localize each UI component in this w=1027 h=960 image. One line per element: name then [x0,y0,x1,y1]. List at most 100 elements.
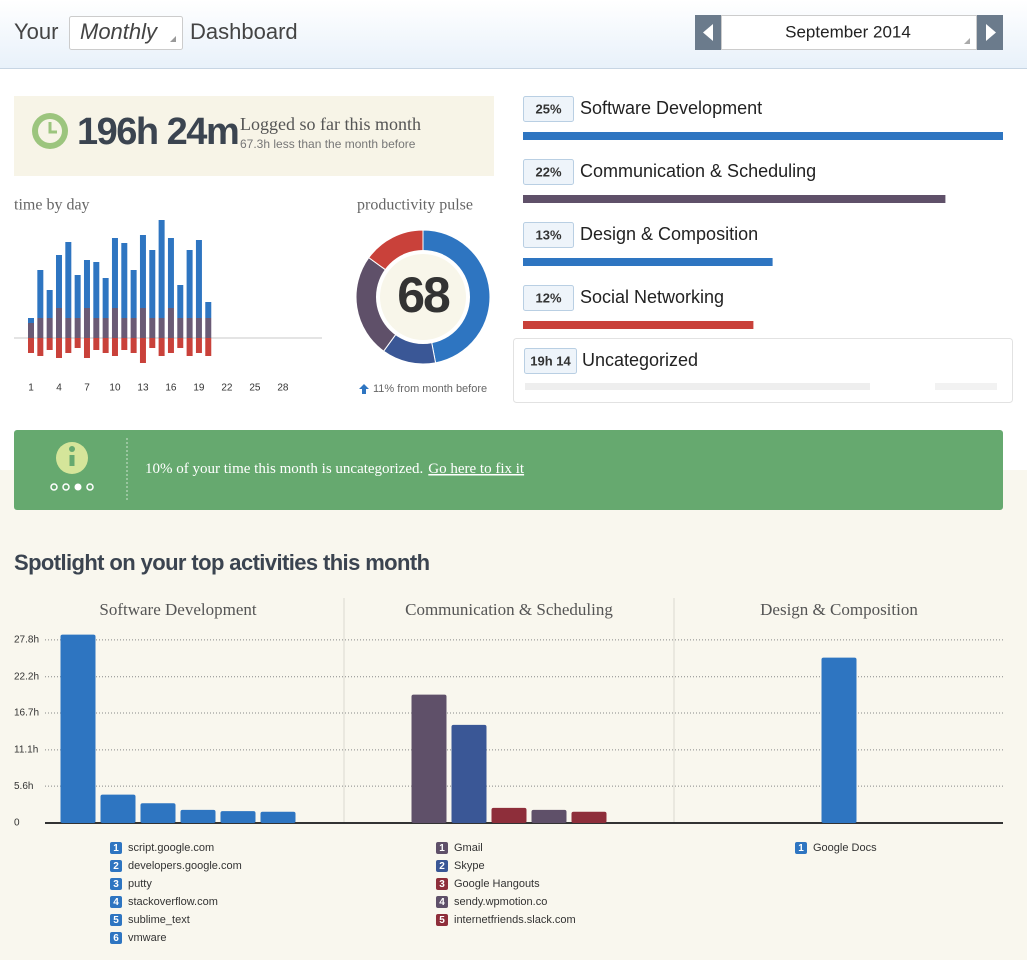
day-bar [83,338,90,358]
clock-hands [48,122,57,134]
day-bar [28,318,34,323]
x-tick-label: 13 [137,383,149,394]
day-bar [102,318,109,338]
date-value[interactable]: September 2014 [785,22,911,41]
dropdown-caret [170,36,176,42]
date-caret [964,38,970,44]
legend-badge [436,878,448,890]
legend-rank: 4 [439,897,445,908]
day-bar [55,308,62,338]
banner-message: 10% of your time this month is uncategor… [145,461,423,477]
uncategorized-badge [524,348,577,374]
day-bar [149,318,156,338]
panel-title: Communication & Scheduling [405,600,613,619]
pager-dot[interactable] [62,483,70,491]
chart-title: time by day [14,197,90,214]
day-bar [195,318,202,338]
day-bar [149,338,156,348]
category-list: 25% Software Development 22% Communication … [523,96,1003,329]
x-tick-label: 19 [193,383,205,394]
legend-label: Google Hangouts [454,878,540,890]
category-name[interactable]: Communication & Scheduling [580,161,816,181]
x-tick-label: 28 [277,383,289,394]
total-caption: Logged so far this month [240,114,421,134]
date-selector[interactable] [721,15,977,50]
pager-dot[interactable] [50,483,58,491]
day-bar [205,338,212,356]
category-name[interactable]: Social Networking [580,287,724,307]
y-tick-label: 16.7h [14,708,39,719]
day-bar [93,338,100,350]
category-bar [523,321,754,329]
day-bar [28,323,34,338]
day-bar [167,238,174,308]
legend-badge [436,914,448,926]
banner-link[interactable]: Go here to fix it [428,461,525,477]
legend-badge [795,842,807,854]
banner-text: 10% of your time this month is uncategor… [145,461,525,477]
legend-badge [110,914,122,926]
day-bar [149,250,156,318]
day-bar [74,318,81,338]
activity-bar [100,794,136,823]
x-tick-label: 7 [84,383,90,394]
legend-rank: 4 [113,897,119,908]
legend-badge [110,896,122,908]
day-bar [55,255,62,308]
legend-rank: 6 [113,933,119,944]
legend-badge [110,932,122,944]
period-value[interactable]: Monthly [80,19,159,44]
legend-label: vmware [128,932,167,944]
next-arrow [986,24,996,41]
day-bar [28,338,34,353]
day-bar [186,250,193,318]
up-arrow-icon [359,384,369,394]
activity-bar [531,809,567,823]
day-bar [130,270,137,318]
day-bar [195,240,202,318]
day-bar [139,308,146,338]
pulse-score: 68 [397,267,450,323]
legend-label: internetfriends.slack.com [454,914,576,926]
legend-label: script.google.com [128,842,214,854]
day-bar [93,318,100,338]
uncategorized-card[interactable] [513,338,1013,403]
productivity-donut: 68 [355,229,491,365]
legend-label: developers.google.com [128,860,242,872]
day-bar [205,302,212,318]
category-name[interactable]: Design & Composition [580,224,758,244]
day-bar [186,318,193,338]
activity-bar [571,811,607,823]
donut-center [376,250,470,344]
section-title: Spotlight on your top activities this mo… [14,550,430,575]
day-bar [195,338,202,353]
day-bar [83,308,90,338]
summary-box [14,96,494,176]
legend-badge [110,842,122,854]
category-name[interactable]: Software Development [580,98,762,118]
y-tick-label: 5.6h [14,781,33,792]
day-bar [102,338,109,353]
activity-bar [491,807,527,823]
pager-dot[interactable] [74,483,82,491]
pager-dot[interactable] [86,483,94,491]
day-bar [46,338,53,350]
time-by-day-chart: 1 4 7 10 13 16 19 22 25 28 [14,220,322,394]
legend-rank: 3 [439,879,445,890]
spotlight-charts: 0 5.6h 11.1h 16.7h 22.2h 27.8h Software Develo… [14,598,1003,944]
percent-badge [523,285,574,311]
uncategorized-time: 19h 14 [530,353,571,368]
day-bar [205,318,212,338]
x-tick-label: 1 [28,383,34,394]
uncategorized-name: Uncategorized [582,350,698,370]
legend-label: sublime_text [128,914,190,926]
day-bar [111,308,118,338]
day-bar [37,338,44,356]
category-bar [523,195,946,203]
day-bar [167,338,174,353]
legend-rank: 1 [439,843,445,854]
period-dropdown[interactable] [69,16,183,50]
activity-bar [260,811,296,823]
activity-bar [220,811,256,823]
legend-rank: 1 [113,843,119,854]
